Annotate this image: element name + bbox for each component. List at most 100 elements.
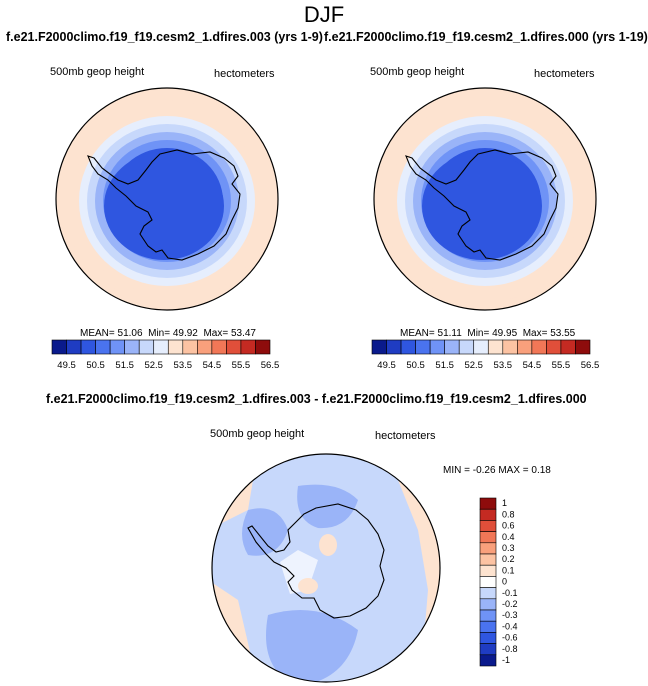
colorbar-3-swatch — [479, 553, 497, 566]
map-2-boundary — [373, 87, 597, 311]
colorbar-2-tick: 49.5 — [377, 360, 396, 371]
colorbar-1-swatch — [51, 339, 67, 355]
colorbar-3-tick: 0 — [502, 577, 507, 587]
colorbar-2-tick: 54.5 — [523, 360, 542, 371]
panel-1-variable-label: 500mb geop height — [50, 66, 145, 78]
colorbar-2-swatch — [560, 339, 576, 355]
panel-2-min-value: 49.95 — [492, 328, 518, 339]
colorbar-1-tick: 52.5 — [144, 360, 163, 371]
colorbar-2-tick: 50.5 — [406, 360, 425, 371]
colorbar-1-swatch — [138, 339, 155, 355]
colorbar-3-tick: 0.6 — [502, 521, 515, 531]
colorbar-2-swatch — [531, 339, 547, 355]
colorbar-2: 49.5 50.5 51.5 52.5 53.5 54.5 55.5 56.5 — [371, 339, 599, 371]
panel-3-max-value: 0.18 — [531, 465, 551, 476]
colorbar-3-swatch — [479, 654, 497, 667]
colorbar-3-swatch — [479, 542, 497, 555]
map-1-field — [56, 88, 278, 310]
colorbar-1-swatch — [167, 339, 184, 355]
panel-3-stats: MIN = -0.26 MAX = 0.18 — [443, 465, 551, 476]
colorbar-2-tick: 51.5 — [435, 360, 454, 371]
colorbar-3-swatch — [479, 598, 497, 611]
colorbar-2-swatch — [371, 339, 387, 355]
colorbar-2-swatch — [444, 339, 460, 355]
map-panel-2 — [373, 87, 597, 311]
colorbar-2-swatch — [502, 339, 518, 355]
panel-2-max-value: 53.55 — [550, 328, 576, 339]
colorbar-3-swatch — [479, 497, 497, 510]
map-2-field — [374, 88, 596, 310]
colorbar-3-swatch — [479, 632, 497, 644]
panel-1-max-label: Max= — [203, 328, 229, 339]
panel-2-stats: MEAN= 51.11 Min= 49.95 Max= 53.55 — [400, 328, 575, 339]
colorbar-3-tick: -0.4 — [502, 621, 518, 631]
colorbar-1-swatch — [109, 339, 125, 355]
colorbar-2-swatch — [517, 339, 533, 355]
colorbar-3-tick: -0.8 — [502, 644, 518, 654]
map-panel-3 — [211, 453, 441, 683]
colorbar-3-tick: -0.2 — [502, 599, 518, 609]
colorbar-3-tick: 1 — [502, 498, 507, 508]
colorbar-3-tick: -0.3 — [502, 610, 518, 620]
colorbar-1: 49.5 50.5 51.5 52.5 53.5 54.5 55.5 56.5 — [51, 339, 280, 371]
colorbar-2-swatch — [575, 339, 591, 355]
colorbar-1-tick: 53.5 — [174, 360, 193, 371]
panel-3-units-label: hectometers — [375, 430, 436, 442]
colorbar-3-tick: 0.3 — [502, 543, 515, 553]
antarctica-outline-3 — [247, 503, 385, 619]
colorbar-3-swatch — [479, 564, 497, 577]
diff-title: f.e21.F2000climo.f19_f19.cesm2_1.dfires.… — [46, 392, 587, 406]
colorbar-2-tick: 55.5 — [552, 360, 571, 371]
map-1-boundary — [55, 87, 279, 311]
colorbar-1-tick: 54.5 — [203, 360, 222, 371]
colorbar-1-swatch — [226, 339, 242, 355]
field-core — [422, 152, 542, 260]
colorbar-3-tick: 0.2 — [502, 554, 515, 564]
panel-1-units-label: hectometers — [214, 68, 275, 80]
colorbar-2-tick: 52.5 — [464, 360, 483, 371]
colorbar-1-swatch — [153, 339, 169, 355]
diff-region-s-negative — [266, 610, 358, 682]
colorbar-1-tick: 51.5 — [115, 360, 133, 371]
colorbar-1-tick: 49.5 — [57, 360, 76, 371]
colorbar-2-swatch — [415, 339, 431, 355]
colorbar-3-swatch — [479, 531, 497, 544]
colorbar-3-swatch — [479, 587, 497, 600]
colorbar-1-swatch — [211, 339, 227, 355]
map-3-field — [212, 454, 440, 682]
panel-1-min-value: 49.92 — [172, 328, 198, 339]
field-core — [104, 152, 224, 260]
colorbar-1-tick: 50.5 — [86, 360, 105, 371]
diff-region-ross-positive — [298, 578, 318, 594]
colorbar-2-swatch — [400, 339, 416, 355]
colorbar-2-swatch — [386, 339, 402, 355]
colorbar-3-swatch — [479, 576, 497, 588]
colorbar-3-swatch — [479, 643, 497, 656]
colorbar-2-tick: 53.5 — [494, 360, 513, 371]
panel-2-variable-label: 500mb geop height — [370, 66, 465, 78]
colorbar-1-swatch — [80, 339, 96, 355]
panel-2-min-label: Min= — [467, 328, 490, 339]
colorbar-3-tick: 0.4 — [502, 532, 515, 542]
panel-1-min-label: Min= — [148, 328, 171, 339]
colorbar-3-tick: -0.6 — [502, 633, 518, 643]
colorbar-1-swatch — [124, 339, 140, 355]
colorbar-3-swatch — [479, 508, 497, 521]
colorbar-2-swatch — [546, 339, 562, 355]
colorbar-3-tick: 0.1 — [502, 565, 515, 575]
panel-1-mean-label: MEAN= — [80, 328, 115, 339]
panel-1-stats: MEAN= 51.06 Min= 49.92 Max= 53.47 — [80, 328, 256, 339]
colorbar-1-tick: 56.5 — [261, 360, 280, 371]
colorbar-3-swatch — [479, 520, 497, 532]
map-panel-1 — [55, 87, 279, 311]
panel-2-title: f.e21.F2000climo.f19_f19.cesm2_1.dfires.… — [324, 30, 648, 44]
panel-1-mean-value: 51.06 — [117, 328, 143, 339]
colorbar-3-tick: 0.8 — [502, 509, 515, 519]
panel-3-variable-label: 500mb geop height — [210, 428, 305, 440]
colorbar-1-swatch — [66, 339, 82, 355]
colorbar-3-swatch — [479, 620, 497, 633]
colorbar-3-tick: -0.1 — [502, 588, 518, 598]
colorbar-1-swatch — [95, 339, 111, 355]
colorbar-2-swatch — [458, 339, 475, 355]
panel-1-title: f.e21.F2000climo.f19_f19.cesm2_1.dfires.… — [6, 30, 323, 44]
